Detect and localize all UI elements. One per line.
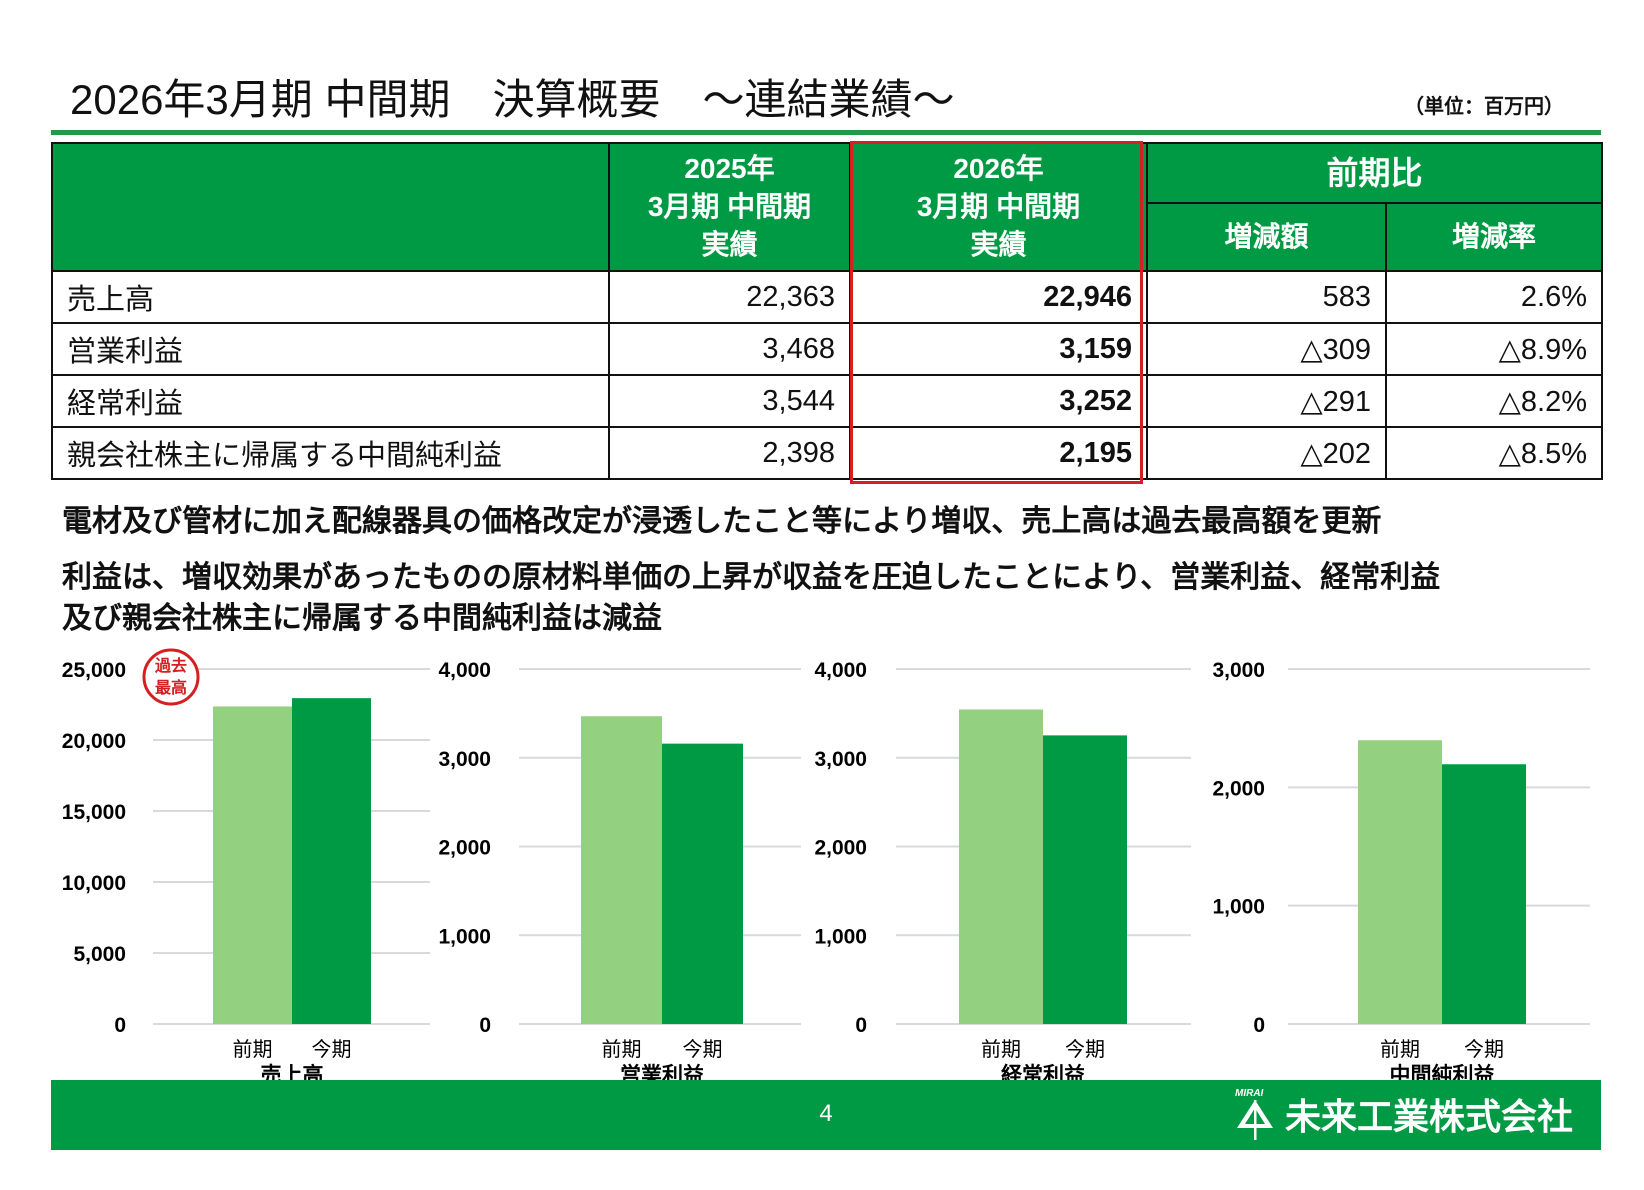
page-title: 2026年3月期 中間期 決算概要 ～連結業績～ xyxy=(70,76,955,123)
y-tick-label: 15,000 xyxy=(62,801,126,824)
unit-label: （単位：百万円） xyxy=(1404,96,1564,118)
table-row: 経常利益 3,544 3,252 △291 △8.2% xyxy=(51,374,1604,428)
message-line: 及び親会社株主に帰属する中間純利益は減益 xyxy=(62,602,662,635)
chart-title: 経常利益 xyxy=(1001,1063,1085,1080)
bar-previous xyxy=(1358,740,1442,1024)
y-tick-label: 10,000 xyxy=(62,872,126,895)
cell-label: 親会社株主に帰属する中間純利益 xyxy=(51,426,610,480)
y-tick-label: 1,000 xyxy=(438,925,491,948)
chart-title: 売上高 xyxy=(261,1063,324,1080)
badge-text: 過去 xyxy=(154,656,187,675)
cell-rate: 2.6% xyxy=(1384,270,1604,324)
bar-current xyxy=(1043,735,1127,1024)
header-diff: 増減額 xyxy=(1146,202,1387,272)
mirai-logo-icon: MIRAI xyxy=(1235,1088,1273,1140)
cell-diff: 583 xyxy=(1146,270,1387,324)
header-cur: 2026年 3月期 中間期 実績 xyxy=(849,142,1148,272)
cell-prev: 2,398 xyxy=(608,426,851,480)
x-tick-label: 今期 xyxy=(312,1038,352,1061)
y-tick-label: 3,000 xyxy=(438,748,491,771)
cell-diff: △202 xyxy=(1146,426,1387,480)
header-prev: 2025年 3月期 中間期 実績 xyxy=(608,142,851,272)
y-tick-label: 2,000 xyxy=(1212,777,1265,800)
cell-cur: 2,195 xyxy=(849,426,1148,480)
cell-cur: 22,946 xyxy=(849,270,1148,324)
y-tick-label: 4,000 xyxy=(814,659,867,682)
y-tick-label: 20,000 xyxy=(62,730,126,753)
cell-label: 営業利益 xyxy=(51,322,610,376)
message-line: 利益は、増収効果があったものの原材料単価の上昇が収益を圧迫したことにより、営業利… xyxy=(62,561,1441,594)
cell-prev: 3,544 xyxy=(608,374,851,428)
y-tick-label: 4,000 xyxy=(438,659,491,682)
y-tick-label: 5,000 xyxy=(73,943,126,966)
header-blank xyxy=(51,142,610,272)
cell-prev: 22,363 xyxy=(608,270,851,324)
cell-rate: △8.2% xyxy=(1384,374,1604,428)
y-tick-label: 0 xyxy=(114,1014,126,1037)
y-tick-label: 3,000 xyxy=(1212,659,1265,682)
y-tick-label: 0 xyxy=(1253,1014,1265,1037)
badge-text: 最高 xyxy=(155,678,187,697)
x-tick-label: 今期 xyxy=(1065,1038,1105,1061)
y-tick-label: 1,000 xyxy=(814,925,867,948)
cell-cur: 3,159 xyxy=(849,322,1148,376)
cell-label: 経常利益 xyxy=(51,374,610,428)
chart-title: 営業利益 xyxy=(620,1063,704,1080)
cell-cur: 3,252 xyxy=(849,374,1148,428)
table-row: 営業利益 3,468 3,159 △309 △8.9% xyxy=(51,322,1604,376)
cell-rate: △8.9% xyxy=(1384,322,1604,376)
company-name: 未来工業株式会社 xyxy=(1284,1096,1573,1137)
svg-text:MIRAI: MIRAI xyxy=(1235,1088,1264,1099)
results-table: 2025年 3月期 中間期 実績 2026年 3月期 中間期 実績 前期比 増減… xyxy=(51,142,1604,480)
bar-previous xyxy=(213,706,292,1024)
message-line: 電材及び管材に加え配線器具の価格改定が浸透したこと等により増収、売上高は過去最高… xyxy=(62,505,1382,538)
footer: 4 MIRAI 未来工業株式会社 xyxy=(51,1080,1601,1150)
bar-current xyxy=(1442,764,1526,1024)
y-tick-label: 0 xyxy=(855,1014,867,1037)
bar-current xyxy=(292,698,371,1024)
x-tick-label: 前期 xyxy=(981,1038,1021,1061)
cell-diff: △291 xyxy=(1146,374,1387,428)
table-row: 売上高 22,363 22,946 583 2.6% xyxy=(51,270,1604,324)
bar-previous xyxy=(959,709,1043,1024)
y-tick-label: 3,000 xyxy=(814,748,867,771)
record-high-badge: 過去最高 xyxy=(142,648,200,706)
x-tick-label: 今期 xyxy=(1464,1038,1504,1061)
header-rate: 増減率 xyxy=(1384,202,1604,272)
cell-rate: △8.5% xyxy=(1384,426,1604,480)
header-compare: 前期比 xyxy=(1145,142,1604,204)
x-tick-label: 前期 xyxy=(1380,1038,1420,1061)
x-tick-label: 今期 xyxy=(683,1038,723,1061)
y-tick-label: 2,000 xyxy=(814,837,867,860)
company-logo: MIRAI 未来工業株式会社 xyxy=(1233,1086,1573,1142)
bar-previous xyxy=(581,716,662,1024)
x-tick-label: 前期 xyxy=(233,1038,273,1061)
table-row: 親会社株主に帰属する中間純利益 2,398 2,195 △202 △8.5% xyxy=(51,426,1604,480)
title-rule xyxy=(51,130,1601,135)
chart-title: 中間純利益 xyxy=(1390,1063,1495,1080)
y-tick-label: 0 xyxy=(479,1014,491,1037)
x-tick-label: 前期 xyxy=(602,1038,642,1061)
cell-diff: △309 xyxy=(1146,322,1387,376)
cell-label: 売上高 xyxy=(51,270,610,324)
cell-prev: 3,468 xyxy=(608,322,851,376)
y-tick-label: 25,000 xyxy=(62,659,126,682)
page-number: 4 xyxy=(819,1100,833,1127)
y-tick-label: 2,000 xyxy=(438,837,491,860)
bar-current xyxy=(662,743,743,1024)
y-tick-label: 1,000 xyxy=(1212,896,1265,919)
